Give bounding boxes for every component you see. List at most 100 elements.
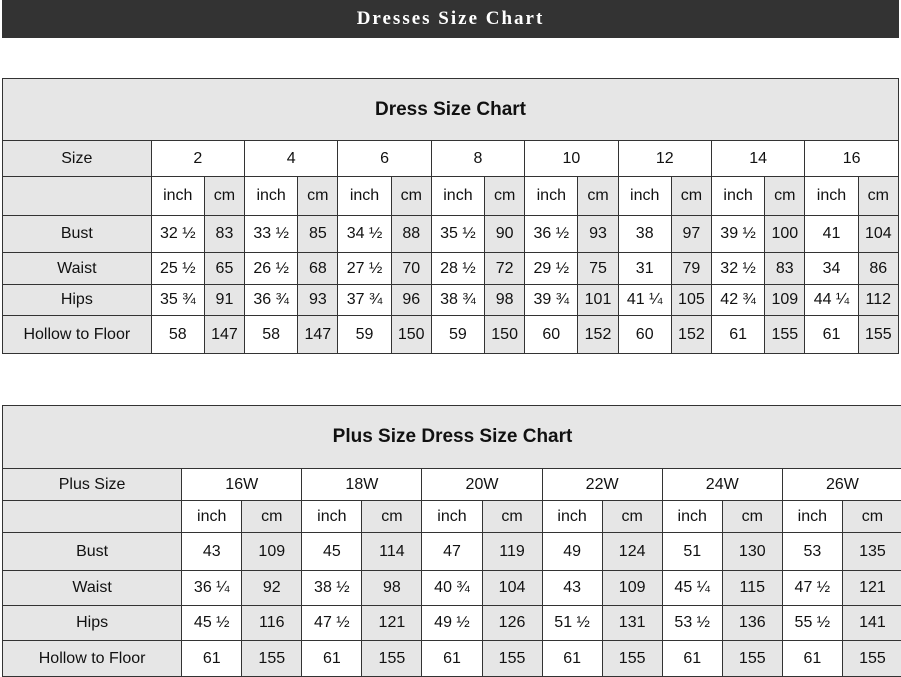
cm-value: 155: [242, 641, 302, 677]
unit-inch: inch: [662, 501, 722, 533]
cm-value: 91: [204, 285, 244, 316]
unit-cm: cm: [485, 177, 525, 216]
page-title: Dresses Size Chart: [357, 8, 545, 30]
inch-value: 43: [182, 533, 242, 571]
cm-value: 152: [578, 316, 618, 354]
inch-value: 47: [422, 533, 482, 571]
page-header: Dresses Size Chart: [2, 0, 899, 38]
cm-value: 85: [298, 216, 338, 253]
cm-value: 114: [362, 533, 422, 571]
unit-inch: inch: [151, 177, 204, 216]
cm-value: 98: [362, 571, 422, 606]
cm-value: 100: [765, 216, 805, 253]
unit-cm: cm: [362, 501, 422, 533]
unit-cm: cm: [842, 501, 901, 533]
inch-value: 37 ¾: [338, 285, 391, 316]
unit-inch: inch: [711, 177, 764, 216]
row-label: Waist: [3, 253, 152, 285]
inch-value: 36 ¾: [245, 285, 298, 316]
unit-cm: cm: [722, 501, 782, 533]
cm-value: 126: [482, 606, 542, 641]
inch-value: 53 ½: [662, 606, 722, 641]
cm-value: 90: [485, 216, 525, 253]
cm-value: 83: [204, 216, 244, 253]
unit-inch: inch: [422, 501, 482, 533]
unit-inch: inch: [782, 501, 842, 533]
cm-value: 155: [362, 641, 422, 677]
inch-value: 40 ¾: [422, 571, 482, 606]
cm-value: 83: [765, 253, 805, 285]
inch-value: 61: [302, 641, 362, 677]
size-header: 18W: [302, 469, 422, 501]
cm-value: 104: [482, 571, 542, 606]
size-label: Plus Size: [3, 469, 182, 501]
inch-value: 55 ½: [782, 606, 842, 641]
cm-value: 86: [858, 253, 898, 285]
inch-value: 45: [302, 533, 362, 571]
unit-inch: inch: [431, 177, 484, 216]
cm-value: 155: [842, 641, 901, 677]
inch-value: 49: [542, 533, 602, 571]
cm-value: 130: [722, 533, 782, 571]
size-header: 10: [525, 141, 618, 177]
unit-inch: inch: [302, 501, 362, 533]
cm-value: 79: [671, 253, 711, 285]
row-label: Bust: [3, 533, 182, 571]
inch-value: 60: [525, 316, 578, 354]
inch-value: 45 ½: [182, 606, 242, 641]
inch-value: 38 ½: [302, 571, 362, 606]
unit-inch: inch: [182, 501, 242, 533]
inch-value: 51: [662, 533, 722, 571]
size-header: 16: [805, 141, 899, 177]
inch-value: 39 ½: [711, 216, 764, 253]
cm-value: 104: [858, 216, 898, 253]
inch-value: 32 ½: [151, 216, 204, 253]
inch-value: 33 ½: [245, 216, 298, 253]
cm-value: 93: [298, 285, 338, 316]
title-row: Dress Size Chart: [3, 79, 899, 141]
cm-value: 70: [391, 253, 431, 285]
unit-inch: inch: [245, 177, 298, 216]
cm-value: 109: [602, 571, 662, 606]
cm-value: 72: [485, 253, 525, 285]
inch-value: 36 ½: [525, 216, 578, 253]
inch-value: 61: [805, 316, 858, 354]
cm-value: 121: [842, 571, 901, 606]
unit-inch: inch: [525, 177, 578, 216]
cm-value: 93: [578, 216, 618, 253]
size-header: 6: [338, 141, 431, 177]
inch-value: 53: [782, 533, 842, 571]
inch-value: 45 ¼: [662, 571, 722, 606]
cm-value: 97: [671, 216, 711, 253]
cm-value: 155: [482, 641, 542, 677]
cm-value: 155: [602, 641, 662, 677]
inch-value: 35 ¾: [151, 285, 204, 316]
inch-value: 38 ¾: [431, 285, 484, 316]
size-header: 22W: [542, 469, 662, 501]
row-label: Hips: [3, 606, 182, 641]
row-label: Bust: [3, 216, 152, 253]
cm-value: 150: [485, 316, 525, 354]
inch-value: 27 ½: [338, 253, 391, 285]
inch-value: 59: [338, 316, 391, 354]
inch-value: 61: [422, 641, 482, 677]
inch-value: 59: [431, 316, 484, 354]
cm-value: 109: [242, 533, 302, 571]
inch-value: 51 ½: [542, 606, 602, 641]
unit-cm: cm: [391, 177, 431, 216]
row-label: Hollow to Floor: [3, 316, 152, 354]
inch-value: 61: [182, 641, 242, 677]
unit-cm: cm: [578, 177, 618, 216]
unit-cm: cm: [482, 501, 542, 533]
size-header: 8: [431, 141, 524, 177]
inch-value: 28 ½: [431, 253, 484, 285]
size-header: 24W: [662, 469, 782, 501]
unit-cm: cm: [602, 501, 662, 533]
size-header: 2: [151, 141, 244, 177]
